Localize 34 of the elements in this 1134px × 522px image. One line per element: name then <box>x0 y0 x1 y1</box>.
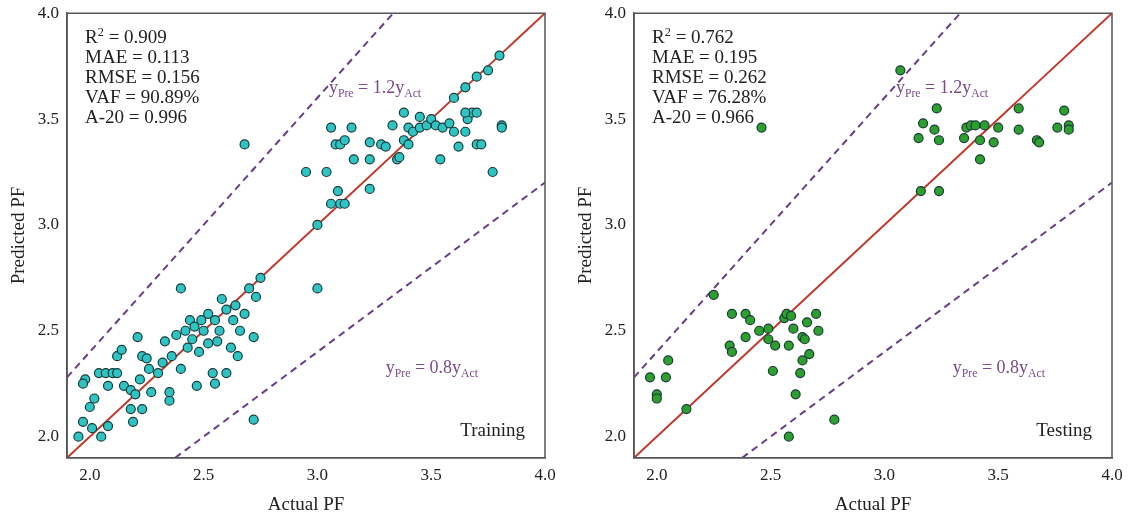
annotation: A-20 = 0.966 <box>652 106 755 128</box>
x-tick-label: 3.5 <box>420 465 442 485</box>
y-tick-label: 2.0 <box>604 426 627 446</box>
y-tick-label: 2.0 <box>37 426 60 446</box>
x-axis-title: Actual PF <box>834 492 912 514</box>
annotation: MAE = 0.113 <box>85 46 190 68</box>
x-tick-label: 3.0 <box>306 465 329 485</box>
y-tick-label: 3.5 <box>37 108 60 128</box>
x-tick-label: 4.0 <box>1101 465 1123 485</box>
y-axis-title: Predicted PF <box>574 186 596 285</box>
annotation: RMSE = 0.156 <box>85 66 200 88</box>
y-tick-label: 2.5 <box>604 320 627 340</box>
annotation: MAE = 0.195 <box>652 46 758 68</box>
y-tick-label: 4.0 <box>37 2 60 22</box>
x-tick-label: 2.0 <box>79 465 101 485</box>
x-tick-label: 2.5 <box>759 465 782 485</box>
x-tick-label: 2.5 <box>192 465 215 485</box>
annotation: Training <box>460 418 526 440</box>
annotation: VAF = 76.28% <box>652 86 767 108</box>
annotation: Testing <box>1036 418 1093 440</box>
x-tick-label: 2.0 <box>646 465 668 485</box>
x-tick-label: 4.0 <box>534 465 556 485</box>
y-tick-label: 3.5 <box>604 108 627 128</box>
x-tick-label: 3.0 <box>873 465 896 485</box>
x-tick-label: 3.5 <box>987 465 1009 485</box>
y-axis-title: Predicted PF <box>7 186 29 285</box>
y-tick-label: 4.0 <box>604 2 627 22</box>
annotation: RMSE = 0.262 <box>652 66 767 88</box>
y-tick-label: 2.5 <box>37 320 60 340</box>
x-axis-title: Actual PF <box>267 492 345 514</box>
y-tick-label: 3.0 <box>604 214 627 234</box>
annotation: VAF = 90.89% <box>85 86 200 108</box>
annotation: A-20 = 0.996 <box>85 106 188 128</box>
y-tick-label: 3.0 <box>37 214 60 234</box>
